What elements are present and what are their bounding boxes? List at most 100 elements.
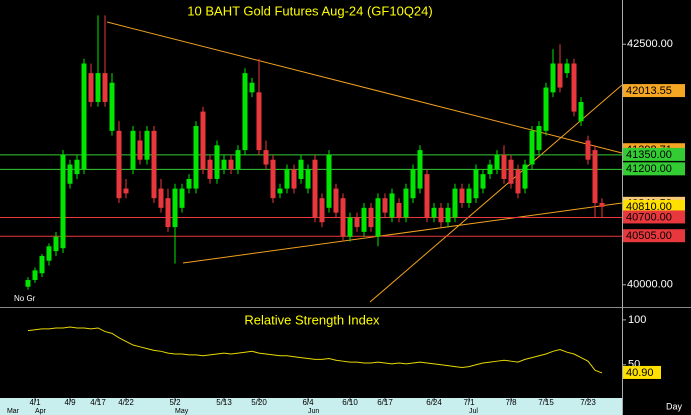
candle-body	[333, 188, 339, 213]
candle-body	[60, 154, 66, 249]
candle-body	[151, 130, 157, 199]
candle-body	[46, 246, 52, 261]
candle-body	[543, 87, 549, 131]
month-label: Jun	[308, 408, 319, 415]
candle-body	[515, 169, 521, 194]
level-box	[623, 84, 685, 98]
x-tick-label: 5/20	[251, 398, 267, 407]
candle-body	[186, 178, 192, 189]
candle-body	[564, 63, 570, 74]
candle-body	[102, 73, 108, 102]
x-tick-label: 7/1	[463, 398, 475, 407]
candle-body	[354, 217, 360, 228]
level-box	[623, 162, 685, 176]
month-label: Apr	[35, 408, 47, 415]
rsi-last-label: 40.90	[626, 367, 654, 379]
candle-body	[340, 198, 346, 237]
candle-body	[291, 169, 297, 189]
candle-body	[389, 193, 395, 218]
candle-body	[39, 255, 45, 274]
candle-body	[32, 270, 38, 280]
chart-title: 10 BAHT Gold Futures Aug-24 (GF10Q24)	[187, 3, 432, 18]
x-tick-label: 5/2	[169, 398, 181, 407]
candle-body	[452, 188, 458, 218]
candle-body	[123, 188, 129, 194]
candle-body	[508, 159, 514, 184]
x-tick-label: 4/9	[64, 398, 76, 407]
candle-body	[466, 188, 472, 204]
candle-body	[277, 188, 283, 194]
candle-body	[487, 164, 493, 175]
candle-body	[109, 82, 115, 131]
x-tick-label: 7/23	[580, 398, 596, 407]
month-label: Jul	[469, 408, 478, 415]
candle-body	[305, 169, 311, 189]
level-box	[623, 229, 685, 243]
candle-body	[403, 188, 409, 218]
rsi-last-box	[623, 365, 661, 379]
candle-body	[522, 164, 528, 189]
candle-body	[249, 82, 255, 93]
candle-body	[74, 159, 80, 175]
candle-body	[172, 188, 178, 228]
x-tick-label: 6/17	[377, 398, 393, 407]
x-tick-label: 7/8	[505, 398, 517, 407]
x-tick-label: 4/22	[118, 398, 134, 407]
candle-body	[165, 198, 171, 228]
candle-body	[312, 159, 318, 218]
candle-body	[144, 130, 150, 160]
candle-body	[221, 159, 227, 170]
candle-body	[298, 159, 304, 179]
candle-body	[473, 169, 479, 199]
candle-body	[536, 126, 542, 151]
candle-body	[88, 73, 94, 102]
level-box	[623, 147, 685, 161]
x-tick-label: 7/15	[538, 398, 554, 407]
level-label: 41200.00	[626, 163, 672, 175]
candle-body	[361, 207, 367, 232]
level-label: 40700.00	[626, 211, 672, 223]
candle-body	[550, 63, 556, 93]
rsi-title: Relative Strength Index	[244, 312, 380, 327]
date-strip	[0, 398, 622, 415]
candle-body	[529, 130, 535, 165]
candle-body	[396, 203, 402, 218]
candle-body	[326, 154, 332, 208]
candle-body	[53, 236, 59, 252]
y-tick-label: 42500.00	[627, 38, 673, 50]
candle-body	[95, 73, 101, 102]
candle-body	[375, 198, 381, 237]
candle-body	[179, 188, 185, 208]
candle-body	[424, 174, 430, 218]
x-axis-label: Day	[666, 401, 683, 411]
candle-body	[557, 63, 563, 88]
candle-body	[571, 63, 577, 112]
candle-body	[480, 174, 486, 189]
candle-body	[270, 159, 276, 199]
candle-body	[228, 159, 234, 170]
candle-body	[284, 169, 290, 189]
candle-body	[193, 126, 199, 189]
candle-body	[319, 198, 325, 223]
candle-body	[81, 63, 87, 170]
candle-body	[207, 159, 213, 179]
x-tick-label: 4/1	[29, 398, 41, 407]
candle-body	[67, 164, 73, 184]
candle-body	[235, 150, 241, 170]
level-label: 40505.00	[626, 230, 672, 242]
candle-body	[459, 188, 465, 204]
candle-body	[431, 207, 437, 218]
month-label: Mar	[7, 408, 20, 415]
candle-body	[214, 145, 220, 179]
candle-body	[130, 130, 136, 170]
candle-body	[445, 207, 451, 223]
trend-line	[182, 202, 623, 264]
candle-body	[410, 169, 416, 199]
month-label: May	[175, 408, 189, 415]
level-label: 41350.00	[626, 149, 672, 161]
y-tick-label: 40000.00	[627, 279, 673, 291]
candle-body	[438, 207, 444, 223]
y-tick-label: 100	[628, 314, 646, 326]
level-label: 40810.00	[626, 201, 672, 213]
